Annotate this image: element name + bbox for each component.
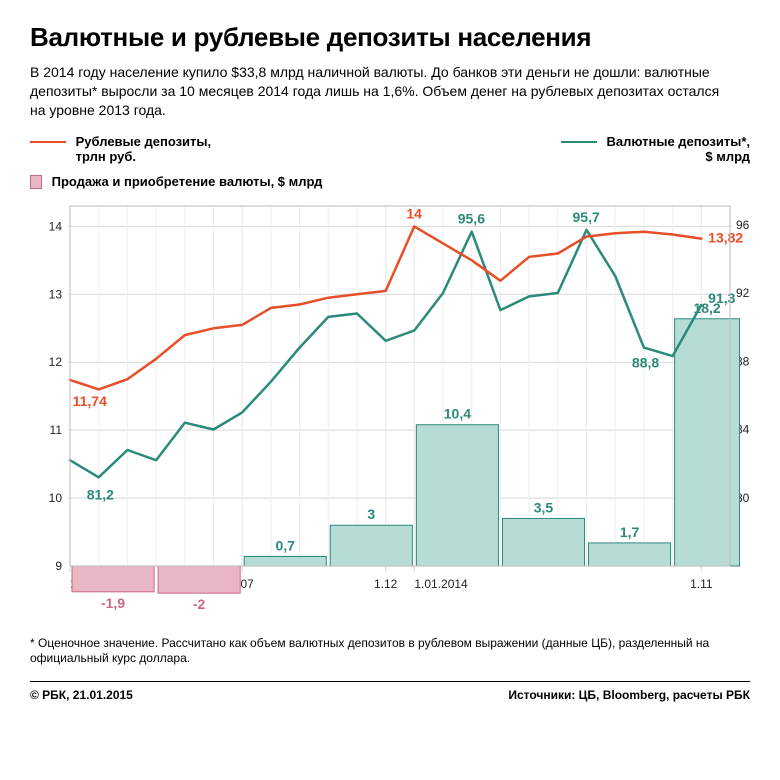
svg-text:13,82: 13,82 — [708, 229, 743, 245]
legend-ruble: Рублевые депозиты, трлн руб. — [30, 134, 211, 164]
svg-text:10: 10 — [49, 491, 63, 505]
footer: © РБК, 21.01.2015 Источники: ЦБ, Bloombe… — [30, 681, 750, 702]
svg-text:92: 92 — [736, 286, 750, 300]
svg-text:9: 9 — [55, 559, 62, 573]
svg-text:14: 14 — [406, 205, 422, 221]
svg-text:95,7: 95,7 — [573, 209, 600, 225]
chart-svg: 9101112131480848892961.01.20131.071.121.… — [30, 196, 750, 626]
legend-fx: Валютные депозиты*, $ млрд — [561, 134, 750, 164]
svg-text:14: 14 — [49, 219, 63, 233]
svg-text:1.12: 1.12 — [374, 577, 398, 591]
chart: 9101112131480848892961.01.20131.071.121.… — [30, 196, 750, 626]
svg-text:95,6: 95,6 — [458, 210, 485, 226]
svg-text:1,7: 1,7 — [620, 524, 640, 540]
svg-text:11,74: 11,74 — [73, 393, 107, 409]
svg-text:11: 11 — [50, 423, 63, 437]
svg-text:-2: -2 — [193, 596, 206, 612]
svg-text:13: 13 — [49, 287, 63, 301]
legend-ruble-label: Рублевые депозиты, трлн руб. — [76, 134, 212, 164]
svg-text:1.11: 1.11 — [690, 577, 713, 591]
svg-text:3: 3 — [367, 506, 375, 522]
svg-text:-1,9: -1,9 — [101, 594, 125, 610]
svg-text:10,4: 10,4 — [444, 405, 471, 421]
legend-bars-swatch — [30, 175, 42, 189]
legend-fx-label: Валютные депозиты*, $ млрд — [606, 134, 750, 164]
svg-text:88,8: 88,8 — [632, 354, 659, 370]
footer-left: © РБК, 21.01.2015 — [30, 688, 133, 702]
svg-text:81,2: 81,2 — [87, 486, 114, 502]
footnote: * Оценочное значение. Рассчитано как объ… — [30, 636, 750, 667]
legend-bars: Продажа и приобретение валюты, $ млрд — [30, 174, 322, 190]
footer-right: Источники: ЦБ, Bloomberg, расчеты РБК — [508, 688, 750, 702]
svg-text:12: 12 — [49, 355, 63, 369]
svg-text:3,5: 3,5 — [534, 499, 554, 515]
legend-ruble-swatch — [30, 141, 66, 143]
chart-title: Валютные и рублевые депозиты населения — [30, 22, 750, 53]
legend-bars-label: Продажа и приобретение валюты, $ млрд — [52, 174, 323, 189]
legend: Рублевые депозиты, трлн руб. Валютные де… — [30, 134, 750, 196]
legend-fx-swatch — [561, 141, 597, 143]
svg-text:91,3: 91,3 — [708, 290, 735, 306]
chart-subtitle: В 2014 году население купило $33,8 млрд … — [30, 63, 730, 120]
svg-text:0,7: 0,7 — [275, 537, 295, 553]
svg-text:1.01.2014: 1.01.2014 — [414, 577, 468, 591]
